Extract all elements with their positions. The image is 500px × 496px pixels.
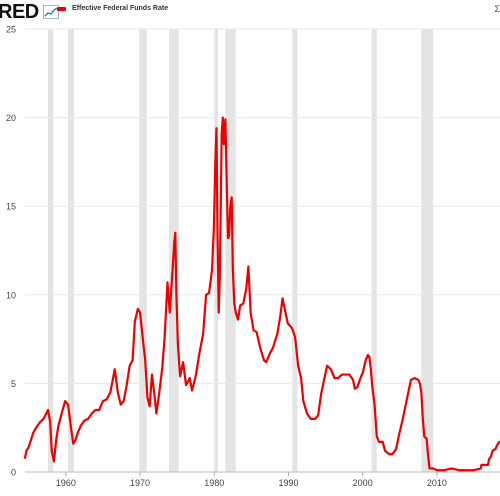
recession-band bbox=[214, 29, 218, 472]
x-axis: 1960 1970 1980 1990 2000 2010 bbox=[56, 472, 447, 488]
y-tick-label: 5 bbox=[11, 379, 16, 389]
x-tick-label: 2000 bbox=[353, 478, 373, 488]
x-tick-label: 1960 bbox=[56, 478, 76, 488]
legend-label: Effective Federal Funds Rate bbox=[72, 5, 169, 12]
recession-band bbox=[371, 29, 377, 472]
recession-band bbox=[225, 29, 236, 472]
y-tick-label: 0 bbox=[11, 468, 16, 478]
legend-swatch bbox=[57, 6, 66, 11]
series-lines bbox=[23, 116, 500, 472]
y-tick-label: 15 bbox=[6, 202, 16, 212]
x-tick-label: 1990 bbox=[278, 478, 298, 488]
chart-legend: Effective Federal Funds Rate bbox=[57, 5, 168, 12]
series-line bbox=[23, 116, 500, 472]
grid-lines bbox=[25, 28, 500, 473]
sum-icon[interactable]: Σ bbox=[494, 4, 500, 14]
recession-band bbox=[48, 29, 54, 472]
chart-header: RED Effective Federal Funds Rate Σ bbox=[0, 0, 500, 24]
x-tick-label: 1980 bbox=[204, 478, 224, 488]
chart-trend-icon bbox=[42, 5, 59, 19]
recession-band bbox=[68, 29, 74, 472]
x-tick-label: 1970 bbox=[130, 478, 150, 488]
recession-band bbox=[421, 29, 434, 472]
logo-text: RED bbox=[0, 0, 39, 23]
y-tick-label: 25 bbox=[6, 25, 16, 35]
recession-band bbox=[139, 29, 147, 472]
y-tick-label: 20 bbox=[6, 113, 16, 123]
fred-logo[interactable]: RED bbox=[0, 1, 59, 23]
y-axis: 0 5 10 15 20 25 bbox=[6, 25, 16, 478]
y-tick-label: 10 bbox=[6, 290, 16, 300]
recession-band bbox=[292, 29, 298, 472]
x-tick-label: 2010 bbox=[427, 478, 447, 488]
